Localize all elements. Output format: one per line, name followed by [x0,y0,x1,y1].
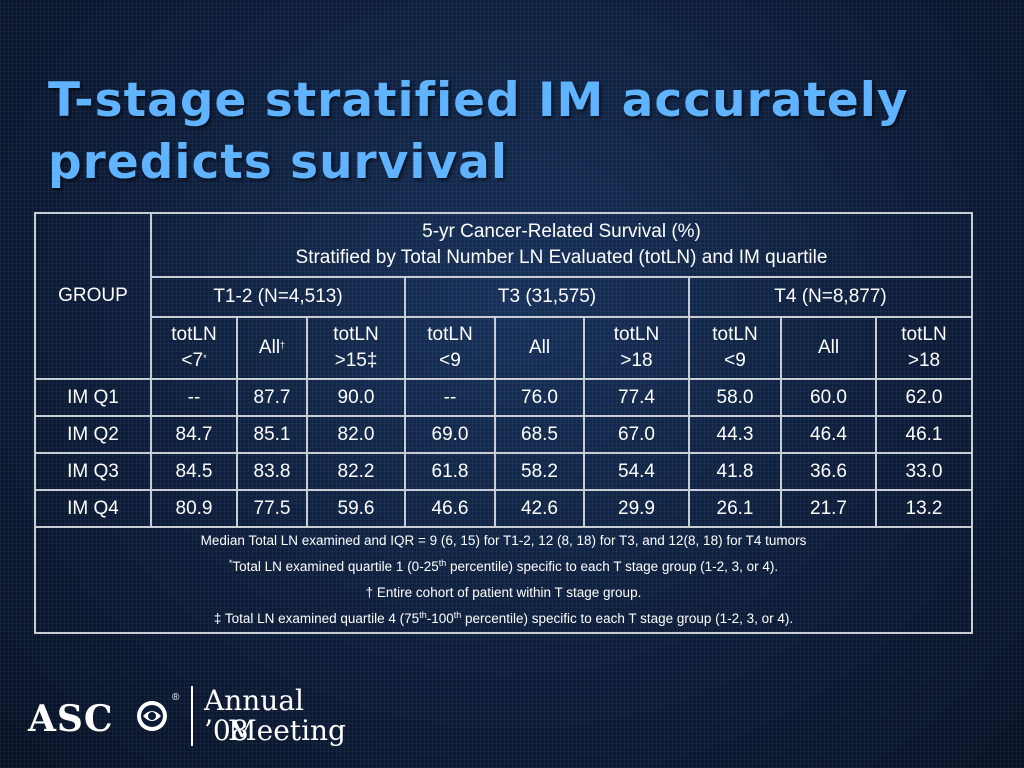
table-cell: 82.2 [306,452,406,491]
group-header: GROUP [34,212,152,380]
subheader-line: All [258,337,281,358]
table-cell: 54.4 [583,452,690,491]
table-cell: 26.1 [688,489,782,528]
table-cell: 36.6 [780,452,877,491]
subheader-cell: totLN <9 [404,316,496,380]
subheader-cell: totLN >18 [583,316,690,380]
table-row-im-q3: IM Q3 84.5 83.8 82.2 61.8 58.2 54.4 41.8… [34,452,973,491]
table-header-row-1: GROUP 5-yr Cancer-Related Survival (%) S… [34,212,973,380]
table-cell: 46.6 [404,489,496,528]
table-cell: 46.1 [875,415,973,454]
survival-header-line-2: Stratified by Total Number LN Evaluated … [295,247,828,268]
subheader-line: >18 [907,350,941,371]
table-cell: 41.8 [688,452,782,491]
table-cell: 46.4 [780,415,877,454]
table-cell: 80.9 [150,489,238,528]
table-cell: 58.2 [494,452,585,491]
subheader-line: totLN [712,324,758,345]
footnote-marker: † [280,340,286,350]
table-row-im-q1: IM Q1 -- 87.7 90.0 -- 76.0 77.4 58.0 60.… [34,378,973,417]
stage-header-t1-2: T1-2 (N=4,513) [150,276,406,318]
stage-header-t4: T4 (N=8,877) [688,276,973,318]
table-notes-row: Median Total LN examined and IQR = 9 (6,… [34,526,973,634]
table-cell: 44.3 [688,415,782,454]
table-cell: 84.5 [150,452,238,491]
row-label: IM Q4 [34,489,152,528]
globe-icon [137,701,167,731]
subheader-line: >18 [620,350,653,371]
table-cell: 29.9 [583,489,690,528]
table-cell: 77.4 [583,378,690,417]
table-cell: 62.0 [875,378,973,417]
slide-title-line-1: T-stage stratified IM accurately [48,73,909,128]
row-label: IM Q2 [34,415,152,454]
table-cell: 33.0 [875,452,973,491]
table-footnotes: Median Total LN examined and IQR = 9 (6,… [34,526,973,634]
subheader-cell: totLN <9 [688,316,782,380]
table-cell: -- [150,378,238,417]
subheader-line: >15‡ [334,350,378,371]
stage-header-t3: T3 (31,575) [404,276,690,318]
table-cell: 58.0 [688,378,782,417]
table-cell: 76.0 [494,378,585,417]
subheader-line: totLN [613,324,660,345]
subheader-line: totLN [333,324,379,345]
table-cell: 77.5 [236,489,308,528]
survival-header-line-1: 5-yr Cancer-Related Survival (%) [422,221,701,242]
slide-title: T-stage stratified IM accurately predict… [48,70,988,194]
table-cell: 85.1 [236,415,308,454]
table-cell: 82.0 [306,415,406,454]
subheader-line: <9 [724,350,746,371]
logo-annual-text: Annual ’08 [204,684,304,747]
registered-mark: ® [172,692,180,703]
footnote-line: *Total LN examined quartile 1 (0-25th pe… [228,558,779,575]
subheader-cell: totLN >18 [875,316,973,380]
table-cell: 59.6 [306,489,406,528]
subheader-cell: totLN >15‡ [306,316,406,380]
logo-meeting-text: Meeting [228,714,346,747]
subheader-line: <7* [181,350,207,371]
subheader-line: totLN [427,324,473,345]
subheader-line: totLN [901,324,947,345]
subheader-cell: totLN <7* [150,316,238,380]
footnote-line: † Entire cohort of patient within T stag… [365,585,642,600]
table-cell: 68.5 [494,415,585,454]
logo-org-text: ASC [28,698,114,740]
asco-annual-meeting-logo: ASC ® Annual ’08 Meeting [28,680,348,752]
subheader-cell: All† [236,316,308,380]
table-header-row-2: T1-2 (N=4,513) T3 (31,575) T4 (N=8,877) [35,276,973,318]
table-cell: 83.8 [236,452,308,491]
row-label: IM Q3 [34,452,152,491]
subheader-line: totLN [171,324,217,345]
table-cell: 90.0 [306,378,406,417]
subheader-line: <9 [439,350,461,371]
logo-divider [191,686,193,746]
subheader-cell: All [780,316,877,380]
table-cell: 61.8 [404,452,496,491]
table-cell: 87.7 [236,378,308,417]
table-row-im-q2: IM Q2 84.7 85.1 82.0 69.0 68.5 67.0 44.3… [34,415,973,454]
subheader-cell: All [494,316,585,380]
table-header-row-3: totLN <7* All† totLN >15‡ totLN <9 All t… [35,316,973,380]
table-cell: 13.2 [875,489,973,528]
slide-title-line-2: predicts survival [48,135,508,190]
table-row-im-q4: IM Q4 80.9 77.5 59.6 46.6 42.6 29.9 26.1… [34,489,973,528]
table-cell: 21.7 [780,489,877,528]
footnote-marker: * [203,353,207,363]
table-cell: 67.0 [583,415,690,454]
row-label: IM Q1 [34,378,152,417]
footnote-line: ‡ Total LN examined quartile 4 (75th-100… [213,610,794,627]
table-cell: -- [404,378,496,417]
table-cell: 69.0 [404,415,496,454]
survival-table: GROUP 5-yr Cancer-Related Survival (%) S… [34,212,973,634]
survival-header: 5-yr Cancer-Related Survival (%) Stratif… [150,212,973,278]
table-cell: 84.7 [150,415,238,454]
table-cell: 60.0 [780,378,877,417]
footnote-line: Median Total LN examined and IQR = 9 (6,… [200,533,807,548]
table-cell: 42.6 [494,489,585,528]
